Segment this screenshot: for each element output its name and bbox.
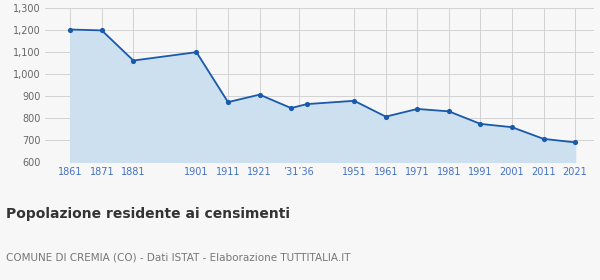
Point (381, 115, 391, 119)
Text: Popolazione residente ai censimenti: Popolazione residente ai censimenti (6, 207, 290, 221)
Point (286, 106, 296, 110)
Point (444, 109, 454, 114)
Point (413, 107, 422, 111)
Text: COMUNE DI CREMIA (CO) - Dati ISTAT - Elaborazione TUTTITALIA.IT: COMUNE DI CREMIA (CO) - Dati ISTAT - Ela… (6, 252, 350, 262)
Point (223, 100, 233, 104)
Point (349, 99, 359, 103)
Point (570, 140, 580, 144)
Point (65, 27, 75, 32)
Point (255, 92, 265, 97)
Point (476, 122, 485, 126)
Point (539, 137, 548, 141)
Point (191, 50, 201, 54)
Point (507, 125, 517, 129)
Point (97, 28, 107, 33)
Point (128, 58, 138, 63)
Point (302, 102, 311, 106)
